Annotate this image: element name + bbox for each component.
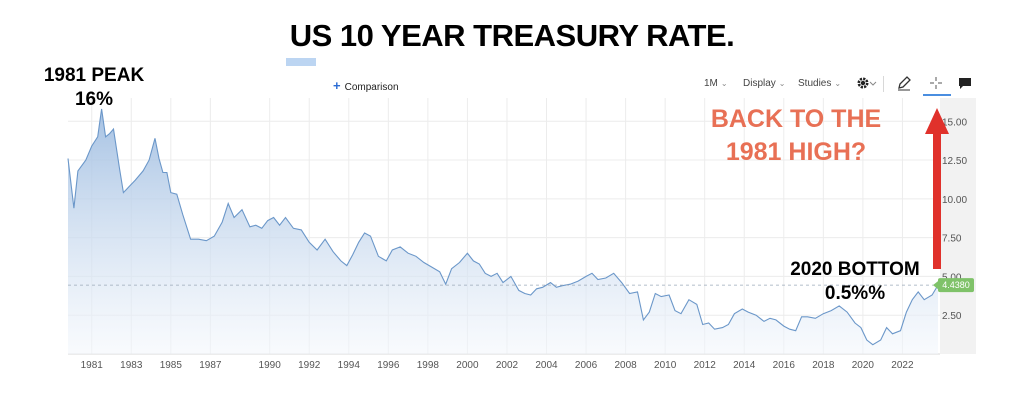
red-arrow xyxy=(925,108,949,269)
y-tick-label: 15.00 xyxy=(942,117,967,128)
y-tick-label: 5.00 xyxy=(942,272,962,283)
rate-line xyxy=(67,108,939,346)
studies-label: Studies xyxy=(798,78,832,89)
x-tick-label: 2006 xyxy=(575,360,598,371)
gear-icon xyxy=(857,77,877,89)
x-tick-label: 2010 xyxy=(654,360,677,371)
y-axis-panel xyxy=(940,98,976,354)
back-annotation-line1: BACK TO THE xyxy=(710,105,882,133)
x-tick-label: 2016 xyxy=(773,360,796,371)
y-tick-label: 12.50 xyxy=(942,156,967,167)
page-title: US 10 YEAR TREASURY RATE. xyxy=(289,18,735,53)
x-tick-label: 1998 xyxy=(417,360,440,371)
x-tick-label: 1996 xyxy=(377,360,400,371)
x-tick-label: 2008 xyxy=(614,360,637,371)
bottom-annotation: 2020 BOTTOM 0.5%% xyxy=(770,258,940,306)
x-tick-label: 1990 xyxy=(259,360,282,371)
x-tick-label: 1983 xyxy=(120,360,143,371)
arrow-head xyxy=(925,108,949,134)
x-tick-label: 2012 xyxy=(694,360,717,371)
active-tool-indicator xyxy=(923,94,951,96)
x-tick-label: 2004 xyxy=(535,360,558,371)
comment-icon xyxy=(959,78,971,89)
comparison-button[interactable]: + Comparison xyxy=(333,78,399,93)
x-tick-label: 2018 xyxy=(812,360,835,371)
interval-label: 1M xyxy=(704,78,718,89)
back-annotation-line2: 1981 HIGH? xyxy=(725,138,867,166)
last-value-label: 4.4380 xyxy=(942,280,970,290)
settings-button[interactable] xyxy=(855,74,877,92)
display-dropdown[interactable]: Display ⌄ xyxy=(743,78,786,89)
chevron-down-icon: ⌄ xyxy=(834,79,842,88)
toolbar-divider xyxy=(883,76,884,92)
x-tick-label: 1987 xyxy=(199,360,222,371)
x-tick-label: 1994 xyxy=(338,360,361,371)
peak-annotation-line2: 16% xyxy=(74,89,114,110)
highlight-bar xyxy=(286,58,316,66)
bottom-annotation-line2: 0.5%% xyxy=(824,283,886,304)
peak-annotation: 1981 PEAK 16% xyxy=(28,64,160,112)
draw-button[interactable] xyxy=(895,74,913,92)
display-label: Display xyxy=(743,78,776,89)
crosshair-icon xyxy=(930,77,942,89)
comparison-label: Comparison xyxy=(344,82,399,93)
arrow-shaft xyxy=(933,127,941,269)
plus-icon: + xyxy=(333,78,341,93)
interval-dropdown[interactable]: 1M ⌄ xyxy=(704,78,728,89)
peak-annotation-line1: 1981 PEAK xyxy=(43,65,145,86)
chart-toolbar: + Comparison 1M ⌄ Display ⌄ Studies ⌄ xyxy=(0,70,1024,98)
pencil-icon xyxy=(898,76,911,91)
chevron-down-icon: ⌄ xyxy=(720,79,728,88)
x-tick-label: 1992 xyxy=(298,360,321,371)
studies-dropdown[interactable]: Studies ⌄ xyxy=(798,78,841,89)
y-tick-label: 2.50 xyxy=(942,311,962,322)
x-tick-label: 2020 xyxy=(852,360,875,371)
x-tick-label: 1981 xyxy=(81,360,104,371)
x-tick-label: 2014 xyxy=(733,360,756,371)
x-tick-label: 1985 xyxy=(160,360,183,371)
last-value-badge: 4.4380 xyxy=(933,278,974,293)
chevron-down-icon: ⌄ xyxy=(778,79,786,88)
x-tick-label: 2022 xyxy=(891,360,914,371)
x-tick-label: 2000 xyxy=(456,360,479,371)
badge-background xyxy=(938,278,974,293)
y-tick-label: 7.50 xyxy=(942,234,962,245)
y-tick-label: 10.00 xyxy=(942,195,967,206)
badge-tip xyxy=(933,281,938,290)
x-tick-label: 2002 xyxy=(496,360,519,371)
back-to-high-annotation: BACK TO THE 1981 HIGH? xyxy=(676,103,916,169)
crosshair-button[interactable] xyxy=(927,74,945,92)
rate-area xyxy=(68,108,938,355)
bottom-annotation-line1: 2020 BOTTOM xyxy=(790,259,920,280)
comment-button[interactable] xyxy=(956,74,974,92)
